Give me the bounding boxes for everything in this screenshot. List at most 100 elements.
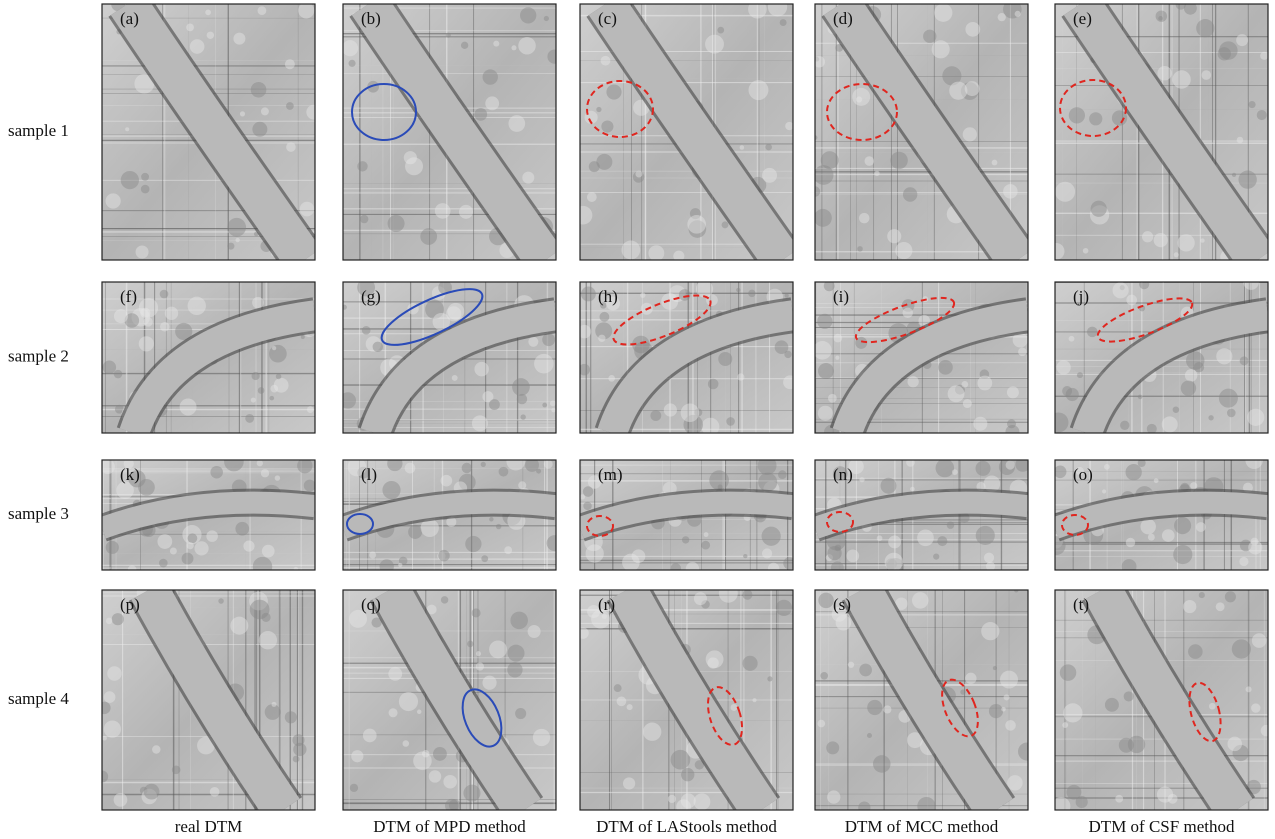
terrain-relief: [758, 456, 777, 475]
terrain-relief: [422, 750, 429, 757]
terrain-relief: [251, 82, 267, 98]
terrain-relief: [1154, 478, 1159, 483]
terrain-relief: [106, 618, 112, 624]
terrain-relief: [550, 400, 556, 406]
terrain-relief: [252, 122, 267, 137]
terrain-relief: [606, 84, 621, 99]
terrain-relief: [388, 215, 405, 232]
terrain-relief: [380, 559, 394, 573]
terrain-relief: [1007, 775, 1022, 790]
terrain-relief: [417, 710, 422, 715]
terrain-relief: [1142, 231, 1153, 242]
terrain-relief: [186, 24, 194, 32]
terrain-relief: [743, 554, 747, 558]
terrain-relief: [230, 617, 248, 635]
terrain-relief: [141, 173, 149, 181]
terrain-relief: [258, 6, 267, 15]
terrain-relief: [635, 171, 642, 178]
terrain-relief: [1252, 633, 1267, 648]
terrain-relief: [1201, 70, 1211, 80]
terrain-relief: [275, 475, 280, 480]
terrain-relief: [257, 460, 263, 466]
terrain-relief: [718, 352, 732, 366]
terrain-relief: [139, 336, 154, 351]
terrain-relief: [382, 481, 400, 499]
terrain-relief: [780, 19, 787, 26]
terrain-relief: [1174, 517, 1191, 534]
terrain-relief: [493, 41, 499, 47]
terrain-relief: [261, 107, 269, 115]
terrain-relief: [820, 672, 828, 680]
terrain-relief: [293, 756, 300, 763]
panel-letter: (j): [1073, 287, 1089, 306]
terrain-relief: [650, 410, 661, 421]
terrain-relief: [895, 242, 912, 259]
terrain-relief: [467, 641, 474, 648]
terrain-relief: [981, 622, 999, 640]
terrain-relief: [1162, 416, 1178, 432]
terrain-relief: [182, 553, 194, 565]
terrain-relief: [998, 13, 1006, 21]
terrain-panel: [96, 584, 315, 810]
terrain-relief: [240, 111, 245, 116]
terrain-relief: [581, 287, 596, 302]
terrain-relief: [749, 80, 769, 100]
terrain-relief: [1257, 110, 1267, 120]
terrain-relief: [775, 340, 789, 354]
terrain-relief: [170, 548, 177, 555]
terrain-relief: [818, 406, 833, 421]
terrain-relief: [512, 378, 530, 396]
terrain-relief: [1216, 602, 1225, 611]
terrain-relief: [1236, 34, 1248, 46]
terrain-relief: [705, 35, 724, 54]
terrain-relief: [180, 399, 197, 416]
terrain-relief: [389, 708, 398, 717]
terrain-relief: [1209, 703, 1216, 710]
terrain-relief: [360, 215, 368, 223]
terrain-relief: [1069, 336, 1075, 342]
terrain-relief: [848, 662, 854, 668]
terrain-relief: [833, 334, 842, 343]
panel-letter: (h): [598, 287, 618, 306]
terrain-relief: [963, 399, 972, 408]
terrain-relief: [534, 354, 554, 374]
terrain-relief: [551, 408, 556, 413]
terrain-relief: [835, 356, 839, 360]
terrain-relief: [210, 466, 223, 479]
terrain-relief: [542, 403, 547, 408]
terrain-relief: [462, 463, 472, 473]
terrain-relief: [742, 590, 752, 600]
terrain-relief: [852, 88, 870, 106]
terrain-relief: [602, 614, 607, 619]
terrain-relief: [681, 793, 696, 808]
panel-letter: (f): [120, 287, 137, 306]
terrain-relief: [544, 460, 553, 469]
terrain-relief: [859, 213, 870, 224]
terrain-relief: [722, 221, 729, 228]
row-label: sample 2: [8, 346, 69, 365]
terrain-relief: [508, 115, 525, 132]
terrain-relief: [518, 37, 536, 55]
terrain-relief: [114, 309, 128, 323]
row-label: sample 4: [8, 689, 69, 708]
terrain-relief: [533, 729, 550, 746]
terrain-relief: [717, 27, 724, 34]
terrain-panel: [1052, 590, 1272, 815]
terrain-relief: [443, 775, 457, 789]
terrain-relief: [190, 39, 205, 54]
terrain-relief: [1177, 234, 1194, 251]
terrain-relief: [235, 522, 249, 536]
terrain-relief: [452, 375, 458, 381]
terrain-relief: [520, 7, 536, 23]
terrain-relief: [1007, 419, 1016, 428]
terrain-relief: [300, 202, 315, 217]
terrain-relief: [701, 541, 710, 550]
terrain-relief: [1018, 742, 1036, 760]
terrain-relief: [726, 417, 735, 426]
terrain-relief: [681, 768, 694, 781]
terrain-relief: [373, 342, 383, 352]
panel-letter: (a): [120, 9, 139, 28]
terrain-relief: [1069, 107, 1085, 123]
terrain-relief: [783, 557, 795, 569]
terrain-relief: [547, 49, 561, 63]
